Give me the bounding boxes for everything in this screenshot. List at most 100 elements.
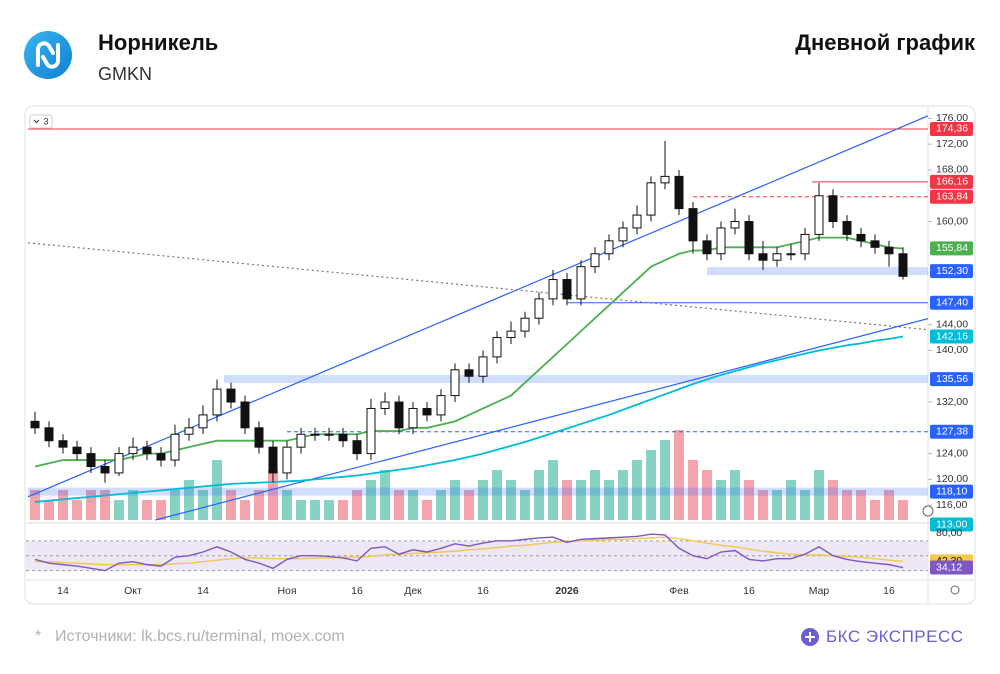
candle-body <box>646 182 656 216</box>
volume-bar <box>366 480 376 520</box>
volume-bar <box>478 480 488 520</box>
rsi-line <box>34 533 904 572</box>
candle-body <box>842 221 852 235</box>
indicator-toggle[interactable] <box>29 114 53 129</box>
trendline <box>27 242 928 331</box>
volume-bar <box>310 500 320 520</box>
volume-bar <box>436 490 446 520</box>
volume-bar <box>828 480 838 520</box>
candle-body <box>870 240 880 248</box>
candle-body <box>716 227 726 255</box>
level-band <box>707 267 928 276</box>
brand: БКС ЭКСПРЕСС <box>826 627 964 646</box>
candle-body <box>786 253 796 256</box>
candle-body <box>534 298 544 319</box>
volume-bar <box>296 500 306 520</box>
candle-body <box>86 453 96 467</box>
rsi-ma-line <box>35 536 904 566</box>
candle-body <box>730 221 740 229</box>
volume-bar <box>72 500 82 520</box>
x-tick-label: 16 <box>477 585 489 597</box>
volume-bar <box>758 490 768 520</box>
price-label: 113,00 <box>936 518 967 530</box>
y-tick-label: 160,00 <box>936 215 968 227</box>
volume-bar <box>548 460 558 520</box>
volume-bar <box>590 470 600 520</box>
settings-button[interactable] <box>950 585 960 595</box>
candle-body <box>828 195 838 223</box>
volume-bar <box>632 460 642 520</box>
volume-bar <box>30 490 40 520</box>
stock-title: Норникель <box>98 30 219 55</box>
candle-body <box>464 369 474 377</box>
volume-bar <box>114 500 124 520</box>
level-band <box>224 375 928 384</box>
price-label: 174,36 <box>936 123 968 135</box>
volume-bar <box>716 480 726 520</box>
candle-body <box>254 427 264 448</box>
plot-area <box>27 115 928 521</box>
volume-bar <box>814 470 824 520</box>
volume-bar <box>506 480 516 520</box>
candle-body <box>520 317 530 332</box>
y-tick-label: 168,00 <box>936 164 968 176</box>
candle-body <box>170 433 180 461</box>
candle-body <box>884 246 894 255</box>
candle-body <box>324 433 334 436</box>
level-band <box>28 487 928 496</box>
y-tick-label: 172,00 <box>936 138 968 150</box>
source: Источники: lk.bcs.ru/terminal, moex.com <box>55 628 345 645</box>
candle-body <box>632 214 642 229</box>
volume-bar <box>800 490 810 520</box>
logo <box>24 31 72 79</box>
candle-body <box>72 446 82 455</box>
price-label-bg <box>930 174 973 189</box>
x-tick-label: 14 <box>197 585 209 597</box>
price-label-bg <box>930 484 973 499</box>
volume-bar <box>674 430 684 520</box>
candle-body <box>618 227 628 242</box>
candle-body <box>30 420 40 429</box>
volume-bar <box>660 440 670 520</box>
price-label: 127,38 <box>936 426 968 438</box>
x-tick-label: 16 <box>351 585 363 597</box>
y-tick-label: 140,00 <box>936 344 968 356</box>
y-tick-label: 124,00 <box>936 447 968 459</box>
volume-bar <box>226 490 236 520</box>
volume-bar <box>884 490 894 520</box>
trendline <box>155 318 928 521</box>
volume-bar <box>702 470 712 520</box>
volume-bar <box>156 500 166 520</box>
candle-body <box>240 401 250 429</box>
volume-bar <box>450 480 460 520</box>
candle-body <box>436 395 446 416</box>
price-label-bg <box>930 121 973 136</box>
volume-bar <box>58 490 68 520</box>
price-label: 155,84 <box>936 242 968 254</box>
candle-body <box>800 233 810 255</box>
candle-body <box>198 414 208 429</box>
candle-body <box>58 440 68 448</box>
volume-bar <box>618 470 628 520</box>
note-mark: * <box>35 628 42 645</box>
price-label: 135,56 <box>936 373 968 385</box>
price-label-bg <box>930 189 973 204</box>
candle-body <box>156 453 166 461</box>
volume-bar <box>898 500 908 520</box>
candle-body <box>688 208 698 242</box>
candle-body <box>604 240 614 255</box>
candle-body <box>772 253 782 261</box>
scale-button[interactable] <box>922 505 934 517</box>
rsi-label: 34,12 <box>936 561 962 573</box>
volume-bar <box>492 470 502 520</box>
candle-body <box>184 427 194 435</box>
volume-bar <box>576 480 586 520</box>
volume-bar <box>562 480 572 520</box>
price-label: 152,30 <box>936 265 968 277</box>
x-tick-label: Дек <box>404 585 422 597</box>
x-tick-label: 16 <box>883 585 895 597</box>
volume-bar <box>408 490 418 520</box>
volume-bar <box>324 500 334 520</box>
volume-bar <box>744 480 754 520</box>
volume-bar <box>282 490 292 520</box>
